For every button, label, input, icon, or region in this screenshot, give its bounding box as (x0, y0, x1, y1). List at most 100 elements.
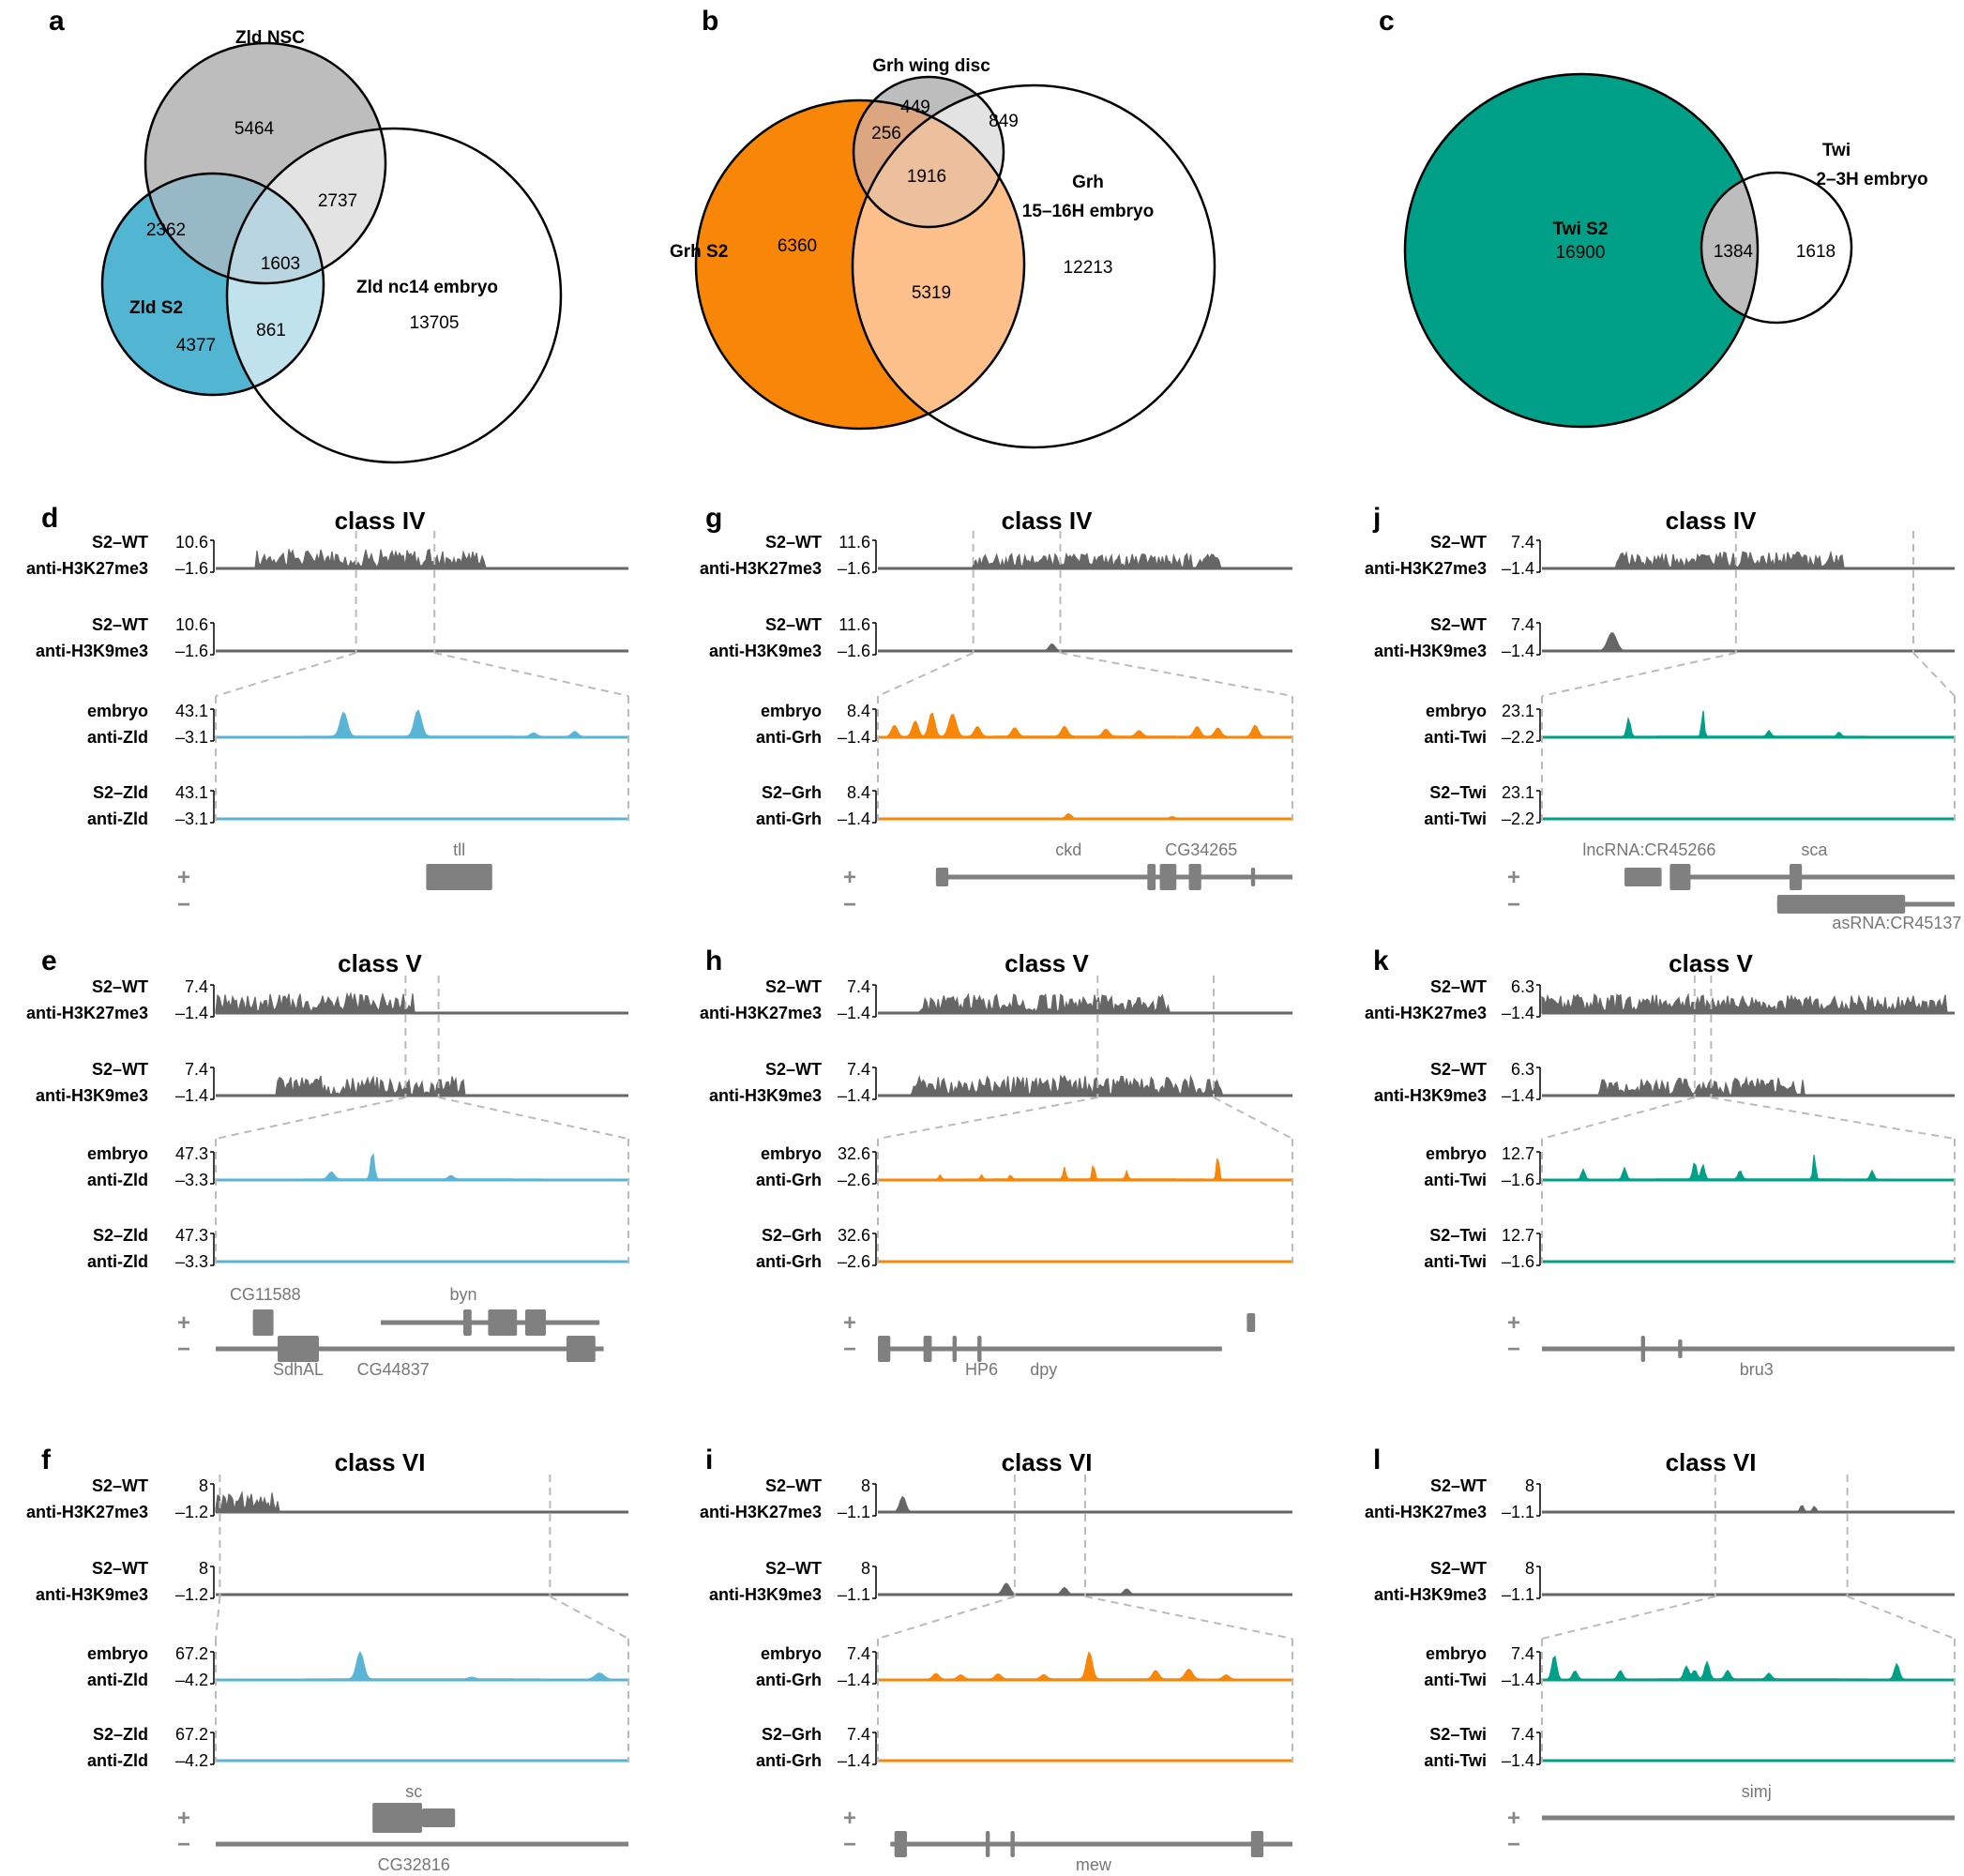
venn-region-count: 6360 (778, 236, 817, 256)
signal-track: S2–Zld anti-Zld 47.3 –3.3 (87, 1226, 628, 1271)
venn-region-count: 5464 (234, 119, 275, 139)
venn-set-label: Grh S2 (670, 242, 728, 262)
gene-exon (894, 1831, 907, 1857)
track-scale-min: –1.1 (838, 1585, 870, 1604)
track-sample-label: S2–WT (1430, 615, 1487, 634)
zoom-guide (1912, 652, 1956, 697)
track-sample-label: S2–WT (92, 1476, 148, 1495)
track-antibody-label: anti-H3K27me3 (26, 1004, 148, 1022)
track-sample-label: S2–WT (765, 1476, 822, 1495)
track-antibody-label: anti-H3K9me3 (1374, 1086, 1487, 1105)
track-scale-max: 32.6 (838, 1226, 870, 1245)
track-antibody-label: anti-H3K27me3 (1365, 1004, 1487, 1022)
class-title: class V (1669, 949, 1753, 977)
gene-exon (1669, 864, 1691, 890)
class-title: class IV (1666, 507, 1758, 535)
signal-track: S2–WT anti-H3K9me3 8 –1.2 (36, 1559, 628, 1604)
signal-track: embryo anti-Zld 47.3 –3.3 (87, 1144, 629, 1189)
track-scale-min: –1.4 (1502, 1751, 1534, 1770)
zoom-guide (1847, 1596, 1956, 1640)
gene-exon (1776, 895, 1906, 914)
signal-track: S2–WT anti-H3K27me3 8 –1.2 (26, 1476, 628, 1521)
gene-exon (1624, 868, 1662, 886)
class-title: class VI (1002, 1448, 1093, 1476)
track-scale-min: –1.4 (175, 1086, 208, 1105)
signal-track: S2–Twi anti-Twi 23.1 –2.2 (1424, 783, 1955, 828)
signal-track: S2–WT anti-H3K27me3 7.4 –1.4 (1365, 533, 1955, 578)
signal-coverage (216, 548, 628, 569)
venn-region-count: 5319 (912, 283, 951, 303)
venn-circle-outline (851, 83, 1216, 449)
panel-letter: e (41, 946, 57, 976)
venn-region-count: 1916 (907, 167, 946, 187)
venn-overlap-12 (145, 174, 324, 283)
gene-name-label: asRNA:CR45137 (1832, 914, 1961, 932)
track-sample-label: S2–Zld (93, 1725, 148, 1744)
signal-coverage (1541, 1155, 1956, 1181)
track-sample-label: S2–WT (92, 977, 148, 996)
signal-track: embryo anti-Grh 32.6 –2.6 (756, 1144, 1293, 1189)
venn-set-label: Zld NSC (235, 28, 305, 48)
gene-exon (567, 1336, 596, 1362)
browser-panel-h: h class V S2–WT anti-H3K27me3 7.4 –1.4 S2–WT an… (700, 946, 1293, 1379)
track-antibody-label: anti-Grh (756, 1171, 822, 1189)
venn-circle-outline (1403, 72, 1760, 429)
strand-plus-symbol: + (1507, 1806, 1520, 1831)
gene-exon (252, 1309, 274, 1336)
browser-panel-j: j class IV S2–WT anti-H3K27me3 7.4 –1.4 S2–WT a… (1365, 503, 1962, 932)
signal-track: S2–Zld anti-Zld 67.2 –4.2 (87, 1725, 628, 1770)
track-sample-label: S2–Grh (762, 783, 822, 802)
zoom-guide (438, 1097, 629, 1140)
track-scale-min: –1.4 (175, 1004, 208, 1022)
track-scale-min: –1.6 (838, 642, 870, 660)
track-scale-min: –3.1 (175, 809, 208, 828)
gene-exon (985, 1831, 990, 1857)
zoom-guide (1711, 1097, 1956, 1140)
panel-letter: d (41, 503, 58, 534)
track-scale-max: 47.3 (175, 1144, 208, 1163)
signal-track: S2–WT anti-H3K9me3 11.6 –1.6 (709, 615, 1292, 660)
signal-coverage (215, 1651, 629, 1681)
track-scale-min: –1.4 (838, 1671, 870, 1689)
track-scale-min: –1.6 (1502, 1171, 1534, 1189)
venn-circle-outline (852, 75, 1005, 229)
venn-region-count: 4377 (176, 336, 216, 356)
venn-region-count: 2362 (146, 220, 186, 240)
venn-region-count: 449 (900, 98, 930, 117)
track-antibody-label: anti-Zld (87, 1171, 148, 1189)
gene-exon (1159, 864, 1177, 890)
signal-track: S2–Grh anti-Grh 7.4 –1.4 (756, 1725, 1292, 1770)
venn-region-count: 12213 (1064, 258, 1113, 278)
track-scale-min: –4.2 (175, 1751, 208, 1770)
venn-panel-a: a Zld NSC Zld S2 Zld nc14 embryo 5464 4377 137… (49, 6, 563, 464)
signal-coverage (1542, 1076, 1955, 1097)
browser-panel-l: l class VI S2–WT anti-H3K27me3 8 –1.1 S2–WT ant… (1365, 1445, 1956, 1857)
signal-track: embryo anti-Twi 12.7 –1.6 (1424, 1144, 1956, 1189)
signal-coverage (1541, 710, 1956, 738)
track-scale-max: 8.4 (847, 783, 870, 802)
track-scale-max: 8 (861, 1559, 870, 1578)
gene-exon (1246, 1313, 1256, 1332)
signal-track: S2–WT anti-H3K27me3 8 –1.1 (700, 1476, 1292, 1521)
track-scale-min: –1.4 (1502, 559, 1534, 578)
gene-name-label: CG44837 (357, 1360, 430, 1379)
venn-panel-c: c Twi S2 Twi 2–3H embryo 16900 1384 1618 (1379, 6, 1928, 429)
gene-exon (278, 1336, 319, 1362)
zoom-guide (1084, 1596, 1293, 1640)
gene-name-label: tll (453, 840, 465, 859)
panel-letter: b (702, 6, 718, 37)
track-sample-label: embryo (761, 1144, 822, 1163)
browser-panel-d: d class IVS2–WTanti-H3K27me310.6–1.6S2–WT… (26, 503, 629, 917)
track-scale-min: –2.6 (838, 1252, 870, 1271)
browser-panel-k: k class V S2–WT anti-H3K27me3 6.3 –1.4 S2–WT an… (1365, 946, 1956, 1379)
gene-exon (1147, 864, 1156, 890)
signal-track: embryo anti-Twi 23.1 –2.2 (1424, 702, 1956, 747)
track-scale-max: 67.2 (175, 1725, 208, 1744)
gene-exon (422, 1808, 456, 1827)
gene-name-label: bru3 (1740, 1360, 1774, 1379)
panel-letter: l (1373, 1445, 1381, 1475)
gene-name-label: dpy (1030, 1360, 1057, 1379)
track-sample-label: S2–WT (1430, 1060, 1487, 1079)
signal-track: S2–WT anti-H3K27me3 7.4 –1.4 (700, 977, 1292, 1022)
signal-coverage (1542, 550, 1955, 570)
